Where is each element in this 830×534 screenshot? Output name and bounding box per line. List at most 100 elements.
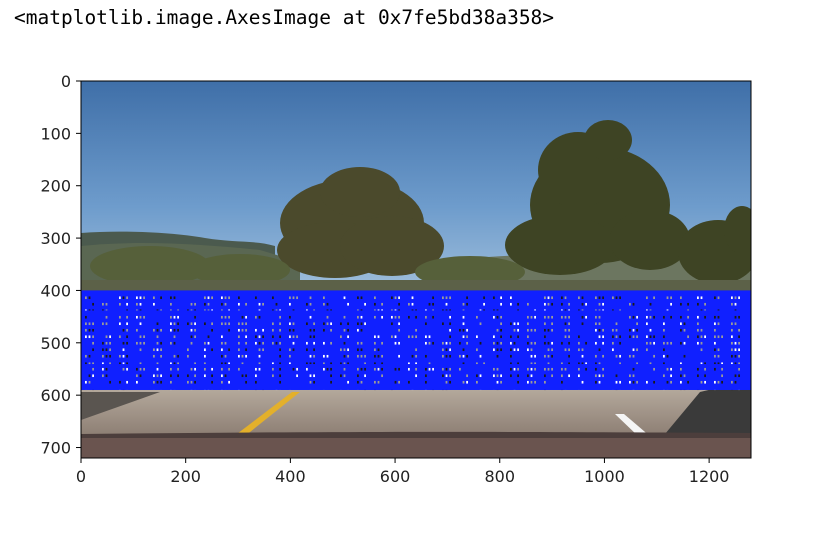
window-gap [343,367,346,371]
window-gap [122,361,125,365]
window-gap [88,328,91,332]
window-gap [680,361,682,365]
window-gap [255,335,257,339]
window-gap [595,380,597,384]
window-gap [323,361,325,365]
window-gap [245,328,247,332]
window-gap [398,341,400,345]
window-gap [160,341,162,345]
window-gap [476,335,478,339]
window-gap [527,348,529,352]
window-gap [517,302,519,306]
window-gap [245,322,247,326]
window-gap [510,341,512,345]
window-gap [598,335,601,339]
window-gap [279,335,281,339]
window-gap [496,315,499,319]
window-gap [139,348,142,352]
window-gap [255,380,257,384]
window-gap [476,361,478,365]
window-gap [697,335,699,339]
window-gap [578,348,580,352]
window-gap [615,296,618,300]
window-gap [612,348,614,352]
window-gap [619,341,621,345]
window-gap [221,367,223,371]
window-gap [704,315,706,319]
window-gap [442,367,444,371]
window-gap [595,367,597,371]
window-gap [238,322,240,326]
window-edge [81,360,751,363]
window-gap [109,361,111,365]
window-gap [258,302,261,306]
window-gap [500,302,502,306]
window-gap [462,335,465,339]
window-gap [510,354,512,358]
window-gap [102,341,104,345]
window-gap [442,348,444,352]
window-gap [224,302,227,306]
window-gap [241,374,244,378]
photo-image [81,81,751,458]
window-gap [602,341,604,345]
window-gap [653,315,655,319]
window-gap [663,361,665,365]
window-gap [704,302,706,306]
window-gap [619,361,621,365]
window-gap [156,335,159,339]
window-gap [510,335,512,339]
window-gap [445,354,448,358]
window-gap [646,380,648,384]
window-gap [619,335,621,339]
window-gap [292,328,295,332]
window-gap [568,361,570,365]
window-gap [241,328,244,332]
window-gap [636,361,638,365]
window-gap [122,328,125,332]
window-gap [449,348,451,352]
window-gap [177,354,179,358]
window-gap [615,374,618,378]
window-gap [360,296,363,300]
window-gap [697,315,699,319]
window-gap [629,302,631,306]
window-gap [292,348,295,352]
window-gap [194,328,196,332]
window-gap [598,361,601,365]
window-gap [527,374,529,378]
window-gap [527,341,529,345]
window-gap [309,354,312,358]
window-gap [143,315,145,319]
window-gap [398,328,400,332]
window-gap [374,361,376,365]
window-gap [245,374,247,378]
window-gap [255,341,257,345]
window-gap [272,374,274,378]
window-gap [347,361,349,365]
window-gap [585,361,587,365]
window-gap [496,341,499,345]
window-gap [139,296,142,300]
window-gap [432,315,434,319]
window-gap [666,341,669,345]
window-gap [347,380,349,384]
window-gap [704,380,706,384]
window-gap [173,315,176,319]
window-gap [224,374,227,378]
window-gap [126,315,128,319]
window-gap [649,302,652,306]
window-gap [738,361,740,365]
window-gap [309,374,312,378]
window-gap [258,367,261,371]
window-gap [374,335,376,339]
window-gap [347,348,349,352]
window-gap [680,322,682,326]
window-gap [602,302,604,306]
window-gap [255,328,257,332]
window-gap [122,348,125,352]
window-gap [551,367,553,371]
window-gap [663,315,665,319]
window-gap [92,367,94,371]
window-gap [289,354,291,358]
